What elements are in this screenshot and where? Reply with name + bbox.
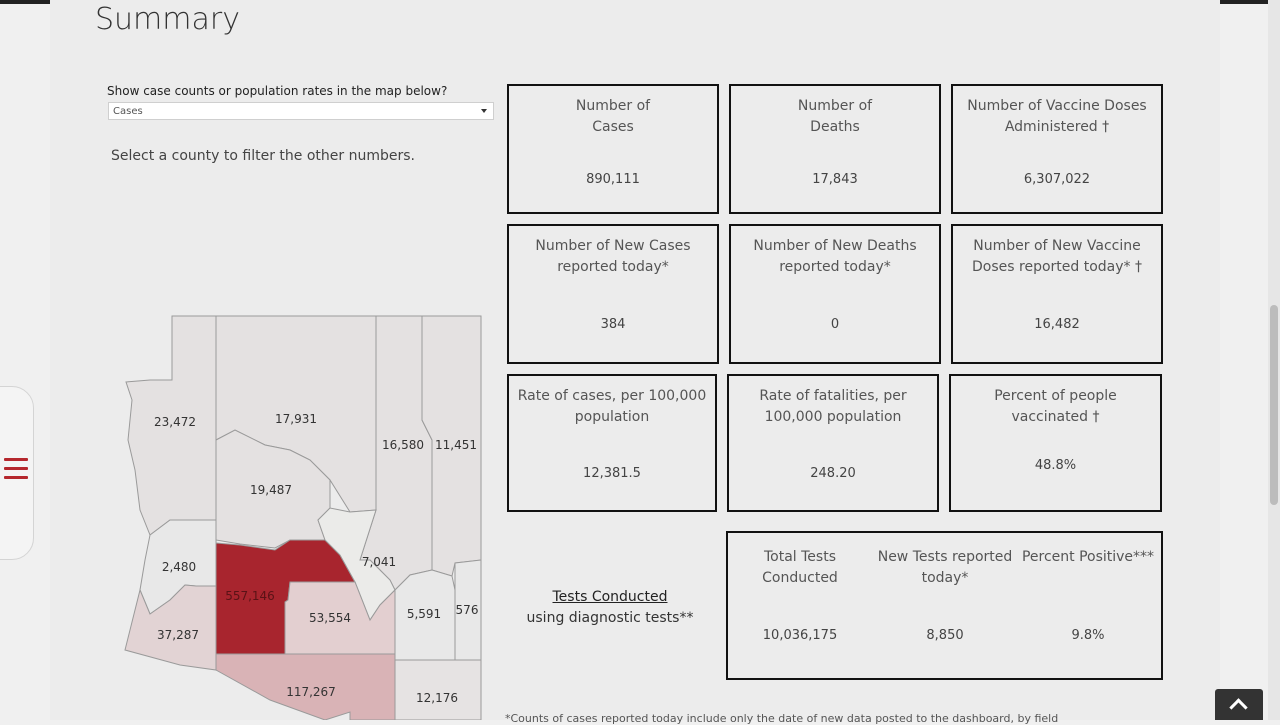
new-deaths-card: Number of New Deaths reported today* 0 (729, 224, 941, 364)
new-tests-label: New Tests reported today* (877, 549, 1013, 586)
fatality-rate-card: Rate of fatalities, per 100,000 populati… (727, 374, 939, 512)
new-vaccine-doses-card: Number of New Vaccine Doses reported tod… (951, 224, 1163, 364)
card-value: 890,111 (586, 172, 640, 187)
scrollbar[interactable] (1268, 0, 1280, 720)
total-tests-value: 10,036,175 (762, 628, 838, 643)
county-label-greenlee: 576 (456, 603, 479, 617)
map-instruction: Select a county to filter the other numb… (111, 148, 415, 164)
page-title: Summary (95, 2, 240, 37)
county-label-graham: 5,591 (407, 607, 441, 621)
card-label: Number of New Deaths reported today* (753, 238, 917, 275)
card-label: Number of Deaths (797, 98, 873, 135)
chevron-up-icon (1229, 698, 1248, 717)
scrollbar-thumb[interactable] (1270, 305, 1278, 505)
county-label-la-paz: 2,480 (162, 560, 196, 574)
map-filter-select[interactable]: Cases (108, 102, 494, 120)
county-label-yavapai: 19,487 (250, 483, 292, 497)
card-label: Number of Cases (575, 98, 651, 135)
new-tests-value: 8,850 (926, 628, 964, 643)
county-label-pima: 117,267 (286, 685, 336, 699)
county-label-yuma: 37,287 (157, 628, 199, 642)
chevron-down-icon (481, 109, 487, 113)
county-label-coconino: 17,931 (275, 412, 317, 426)
card-value: 48.8% (1034, 458, 1077, 473)
card-label: Rate of fatalities, per 100,000 populati… (759, 388, 907, 425)
total-tests-label: Total Tests Conducted (762, 549, 838, 586)
card-value: 248.20 (810, 466, 856, 481)
card-label: Number of New Cases reported today* (535, 238, 691, 275)
cases-card: Number of Cases 890,111 (507, 84, 719, 214)
card-label: Number of New Vaccine Doses reported tod… (972, 238, 1142, 275)
card-value: 384 (600, 317, 626, 332)
card-value: 16,482 (1034, 317, 1080, 332)
tests-card: Total Tests Conducted 10,036,175 New Tes… (726, 531, 1163, 680)
county-labels: 23,472 17,931 16,580 11,451 19,487 2,480… (154, 412, 478, 705)
case-rate-card: Rate of cases, per 100,000 population 12… (507, 374, 717, 512)
county-label-apache: 11,451 (435, 438, 477, 452)
footnote: *Counts of cases reported today include … (505, 712, 1059, 725)
county-label-navajo: 16,580 (382, 438, 424, 452)
card-value: 17,843 (812, 172, 858, 187)
card-value: 6,307,022 (1023, 172, 1091, 187)
map-filter-label: Show case counts or population rates in … (107, 84, 448, 98)
percent-vaccinated-card: Percent of people vaccinated † 48.8% (949, 374, 1162, 512)
vaccine-doses-card: Number of Vaccine Doses Administered † 6… (951, 84, 1163, 214)
card-value: 0 (830, 317, 840, 332)
percent-positive-value: 9.8% (1071, 628, 1105, 643)
county-label-mohave: 23,472 (154, 415, 196, 429)
card-label: Number of Vaccine Doses Administered † (967, 98, 1147, 135)
tests-title: Tests Conducted (552, 589, 668, 605)
deaths-card: Number of Deaths 17,843 (729, 84, 941, 214)
county-yuma[interactable] (124, 584, 217, 671)
tests-subtitle: using diagnostic tests** (526, 610, 694, 626)
scroll-to-top-button[interactable] (1215, 689, 1263, 720)
card-label: Percent of people vaccinated † (994, 388, 1117, 425)
side-menu-tab[interactable] (0, 386, 34, 560)
hamburger-menu-icon[interactable] (4, 458, 28, 480)
county-cochise[interactable] (394, 659, 482, 720)
new-cases-card: Number of New Cases reported today* 384 (507, 224, 719, 364)
tests-section-label: Tests Conducted using diagnostic tests** (510, 587, 710, 629)
map-filter-selected-value: Cases (113, 106, 143, 117)
card-label: Rate of cases, per 100,000 population (517, 388, 707, 425)
card-value: 12,381.5 (583, 466, 641, 481)
percent-positive-label: Percent Positive*** (1021, 549, 1155, 565)
county-label-maricopa: 557,146 (225, 589, 275, 603)
county-label-pinal: 53,554 (309, 611, 351, 625)
county-map[interactable]: 23,472 17,931 16,580 11,451 19,487 2,480… (120, 312, 486, 720)
county-label-cochise: 12,176 (416, 691, 458, 705)
county-label-gila: 7,041 (362, 555, 396, 569)
